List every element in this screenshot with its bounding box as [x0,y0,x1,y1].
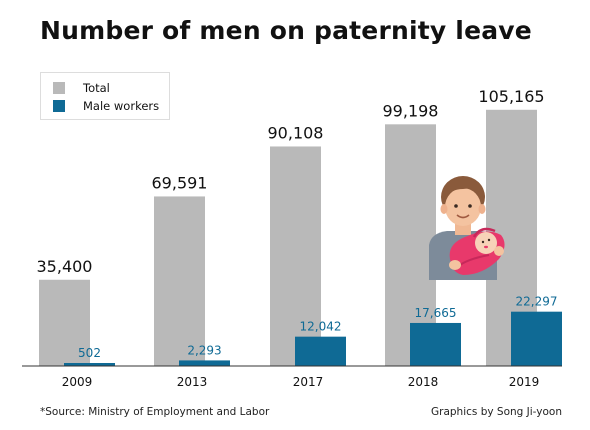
legend-swatch-total [53,82,65,94]
graphics-credit: Graphics by Song Ji-yoon [430,406,562,418]
data-label-male-workers-2018: 17,665 [415,306,457,320]
legend-swatch-male-workers [53,100,65,112]
data-label-total-2019: 105,165 [478,87,544,106]
data-label-male-workers-2017: 12,042 [300,320,342,334]
x-tick-label-2018: 2018 [408,375,439,389]
bar-male-workers-2017 [295,336,346,366]
x-tick-label-2017: 2017 [293,375,324,389]
x-tick-label-2019: 2019 [509,375,540,389]
data-label-male-workers-2013: 2,293 [187,343,221,357]
legend-label-total: Total [83,81,110,95]
data-label-male-workers-2019: 22,297 [516,295,558,309]
father-holding-baby-icon [429,176,505,280]
bar-total-2009 [39,279,90,366]
bar-male-workers-2018 [410,322,461,366]
bar-total-2017 [270,146,321,366]
page-title: Number of men on paternity leave [40,16,532,45]
bar-male-workers-2013 [179,360,230,366]
bar-total-2013 [154,196,205,366]
x-tick-label-2009: 2009 [62,375,93,389]
bar-male-workers-2009 [64,363,115,366]
bar-male-workers-2019 [511,311,562,366]
x-tick-label-2013: 2013 [177,375,208,389]
chart-legend: Total Male workers [40,72,170,120]
legend-item-male-workers: Male workers [53,99,159,113]
legend-label-male-workers: Male workers [83,99,160,113]
source-note: *Source: Ministry of Employment and Labo… [40,406,270,418]
data-label-total-2018: 99,198 [383,101,439,120]
data-label-male-workers-2009: 502 [78,346,101,360]
data-label-total-2017: 90,108 [268,123,324,142]
legend-item-total: Total [53,81,110,95]
data-label-total-2013: 69,591 [152,173,208,192]
data-label-total-2009: 35,400 [37,257,93,276]
